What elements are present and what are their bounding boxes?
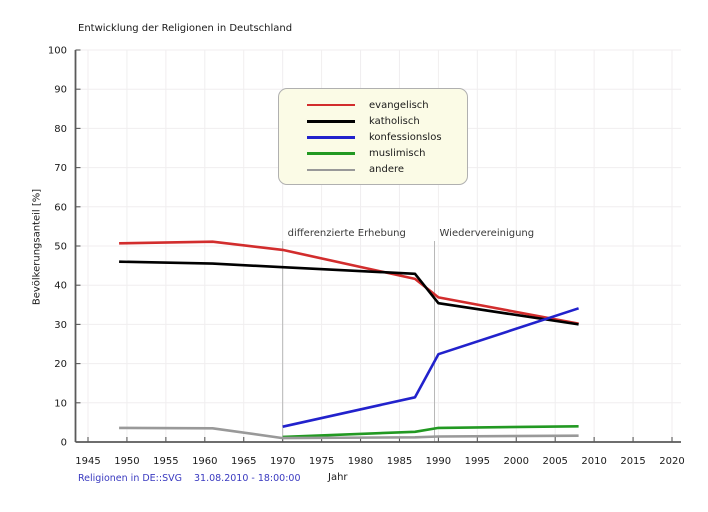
legend-line-icon-andere [307, 168, 355, 172]
legend-line-icon-evangelisch [307, 103, 355, 107]
x-tick-label: 2000 [504, 456, 529, 467]
legend-item-muslimisch: muslimisch [307, 146, 467, 162]
y-tick-label: 20 [54, 359, 67, 370]
x-axis-label: Jahr [328, 472, 348, 483]
y-tick-label: 100 [48, 46, 67, 57]
y-axis-label: Bevölkerungsanteil [%] [31, 188, 43, 306]
footer-timestamp: 31.08.2010 - 18:00:00 [193, 473, 301, 484]
x-tick-label: 2005 [542, 456, 567, 467]
x-tick-label: 1975 [309, 456, 334, 467]
y-tick-label: 80 [54, 124, 67, 135]
x-tick-label: 1955 [153, 456, 178, 467]
x-tick-label: 1990 [426, 456, 451, 467]
legend-line-icon-katholisch [307, 119, 355, 123]
y-tick-label: 10 [54, 398, 67, 409]
x-tick-label: 2010 [581, 456, 606, 467]
series-line-konfessionslos [282, 307, 580, 428]
series-line-muslimisch [282, 425, 579, 439]
x-tick-label: 1985 [387, 456, 412, 467]
legend-label: muslimisch [369, 148, 426, 160]
footer-source: Religionen in DE::SVG [78, 473, 182, 484]
legend-item-evangelisch: evangelisch [307, 97, 467, 113]
x-tick-label: 2015 [620, 456, 645, 467]
x-tick-label: 1980 [348, 456, 373, 467]
legend-item-konfessionslos: konfessionslos [307, 129, 467, 145]
x-tick-label: 1960 [192, 456, 217, 467]
footer-credit: Religionen in DE::SVG 31.08.2010 - 18:00:… [78, 473, 313, 484]
legend-label: konfessionslos [369, 131, 442, 143]
legend-line-icon-konfessionslos [307, 136, 355, 139]
x-tick-label: 1945 [75, 456, 100, 467]
legend-item-katholisch: katholisch [307, 113, 467, 129]
x-tick-label: 2020 [659, 456, 684, 467]
annotation-differenzierte-erhebung: differenzierte Erhebung [287, 228, 406, 239]
legend-label: andere [369, 164, 405, 176]
chart-title: Entwicklung der Religionen in Deutschlan… [78, 23, 293, 34]
y-tick-label: 40 [54, 281, 67, 292]
x-tick-label: 1970 [270, 456, 295, 467]
series-line-evangelisch [119, 240, 579, 325]
annotation-wiedervereinigung: Wiedervereinigung [439, 228, 535, 239]
series-line-katholisch [119, 260, 579, 326]
y-tick-label: 60 [54, 202, 67, 213]
legend-line-icon-muslimisch [307, 152, 355, 155]
y-tick-label: 0 [61, 438, 67, 449]
legend-item-andere: andere [307, 162, 467, 178]
y-tick-label: 90 [54, 85, 67, 96]
legend-label: evangelisch [369, 99, 429, 111]
y-tick-label: 70 [54, 163, 67, 174]
x-tick-label: 1950 [114, 456, 139, 467]
x-tick-label: 1995 [465, 456, 490, 467]
x-tick-label: 1965 [231, 456, 256, 467]
legend-label: katholisch [369, 115, 420, 127]
legend: evangelisch katholisch konfessionslos mu… [278, 88, 468, 185]
series-line-andere [119, 426, 579, 440]
y-tick-label: 30 [54, 320, 67, 331]
y-tick-label: 50 [54, 242, 67, 253]
